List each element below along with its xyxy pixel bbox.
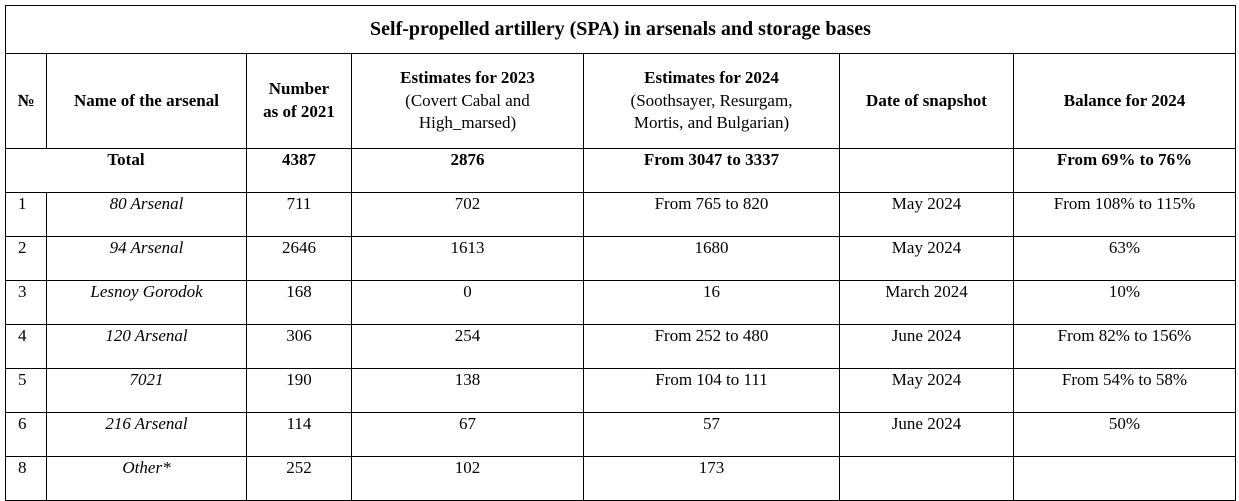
- header-count-2021: Number as of 2021: [246, 53, 352, 149]
- title-row: Self-propelled artillery (SPA) in arsena…: [5, 5, 1236, 54]
- est-2023: 67: [351, 412, 584, 457]
- count-2021: 252: [246, 456, 352, 501]
- total-label: Total: [5, 148, 247, 193]
- snapshot-date: May 2024: [839, 236, 1014, 281]
- table-row: 3 Lesnoy Gorodok 168 0 16 March 2024 10%: [5, 280, 1236, 325]
- snapshot-date: May 2024: [839, 368, 1014, 413]
- header-date: Date of snapshot: [839, 53, 1014, 149]
- balance-2024: From 54% to 58%: [1013, 368, 1236, 413]
- header-est-2023-line1: Estimates for 2023: [400, 67, 535, 87]
- count-2021: 190: [246, 368, 352, 413]
- header-no: №: [5, 53, 47, 149]
- total-est-2024: From 3047 to 3337: [583, 148, 840, 193]
- balance-2024: 50%: [1013, 412, 1236, 457]
- count-2021: 114: [246, 412, 352, 457]
- count-2021: 711: [246, 192, 352, 237]
- row-number: 2: [5, 236, 47, 281]
- count-2021: 168: [246, 280, 352, 325]
- balance-2024: From 82% to 156%: [1013, 324, 1236, 369]
- table-row: 4 120 Arsenal 306 254 From 252 to 480 Ju…: [5, 324, 1236, 369]
- table-row: 6 216 Arsenal 114 67 57 June 2024 50%: [5, 412, 1236, 457]
- table-row: 8 Other* 252 102 173: [5, 456, 1236, 501]
- header-est-2023: Estimates for 2023 (Covert Cabal and Hig…: [351, 53, 584, 149]
- arsenal-name: Lesnoy Gorodok: [46, 280, 247, 325]
- est-2024: 57: [583, 412, 840, 457]
- row-number: 8: [5, 456, 47, 501]
- snapshot-date: [839, 456, 1014, 501]
- snapshot-date: March 2024: [839, 280, 1014, 325]
- total-row: Total 4387 2876 From 3047 to 3337 From 6…: [5, 148, 1236, 193]
- header-count-2021-line1: Number: [268, 79, 330, 99]
- arsenal-name: 216 Arsenal: [46, 412, 247, 457]
- table-container: Self-propelled artillery (SPA) in arsena…: [5, 5, 1236, 501]
- row-number: 4: [5, 324, 47, 369]
- table-title: Self-propelled artillery (SPA) in arsena…: [5, 5, 1236, 54]
- header-est-2024: Estimates for 2024 (Soothsayer, Resurgam…: [583, 53, 840, 149]
- est-2024: 1680: [583, 236, 840, 281]
- est-2023: 138: [351, 368, 584, 413]
- header-est-2024-line1: Estimates for 2024: [644, 67, 779, 87]
- balance-2024: 10%: [1013, 280, 1236, 325]
- header-balance: Balance for 2024: [1013, 53, 1236, 149]
- arsenal-name: 80 Arsenal: [46, 192, 247, 237]
- table-row: 2 94 Arsenal 2646 1613 1680 May 2024 63%: [5, 236, 1236, 281]
- header-est-2023-line2: (Covert Cabal and: [405, 90, 530, 110]
- table-row: 5 7021 190 138 From 104 to 111 May 2024 …: [5, 368, 1236, 413]
- est-2024: 173: [583, 456, 840, 501]
- row-number: 1: [5, 192, 47, 237]
- table-row: 1 80 Arsenal 711 702 From 765 to 820 May…: [5, 192, 1236, 237]
- spa-table: Self-propelled artillery (SPA) in arsena…: [5, 5, 1236, 501]
- total-count-2021: 4387: [246, 148, 352, 193]
- snapshot-date: May 2024: [839, 192, 1014, 237]
- header-count-2021-line2: as of 2021: [263, 102, 335, 121]
- snapshot-date: June 2024: [839, 324, 1014, 369]
- header-est-2024-line2: (Soothsayer, Resurgam,: [630, 90, 793, 110]
- est-2023: 702: [351, 192, 584, 237]
- header-name: Name of the arsenal: [46, 53, 247, 149]
- header-est-2024-line3: Mortis, and Bulgarian): [633, 113, 790, 133]
- total-balance: From 69% to 76%: [1013, 148, 1236, 193]
- count-2021: 2646: [246, 236, 352, 281]
- balance-2024: [1013, 456, 1236, 501]
- row-number: 6: [5, 412, 47, 457]
- header-row: № Name of the arsenal Number as of 2021 …: [5, 53, 1236, 149]
- balance-2024: From 108% to 115%: [1013, 192, 1236, 237]
- arsenal-name: 7021: [46, 368, 247, 413]
- est-2024: From 252 to 480: [583, 324, 840, 369]
- row-number: 5: [5, 368, 47, 413]
- arsenal-name: 120 Arsenal: [46, 324, 247, 369]
- est-2024: From 104 to 111: [583, 368, 840, 413]
- balance-2024: 63%: [1013, 236, 1236, 281]
- est-2023: 0: [351, 280, 584, 325]
- total-est-2023: 2876: [351, 148, 584, 193]
- est-2023: 102: [351, 456, 584, 501]
- total-date: [839, 148, 1014, 193]
- arsenal-name: Other*: [46, 456, 247, 501]
- est-2024: 16: [583, 280, 840, 325]
- snapshot-date: June 2024: [839, 412, 1014, 457]
- arsenal-name: 94 Arsenal: [46, 236, 247, 281]
- est-2023: 1613: [351, 236, 584, 281]
- count-2021: 306: [246, 324, 352, 369]
- est-2023: 254: [351, 324, 584, 369]
- row-number: 3: [5, 280, 47, 325]
- est-2024: From 765 to 820: [583, 192, 840, 237]
- header-est-2023-line3: High_marsed): [418, 113, 517, 133]
